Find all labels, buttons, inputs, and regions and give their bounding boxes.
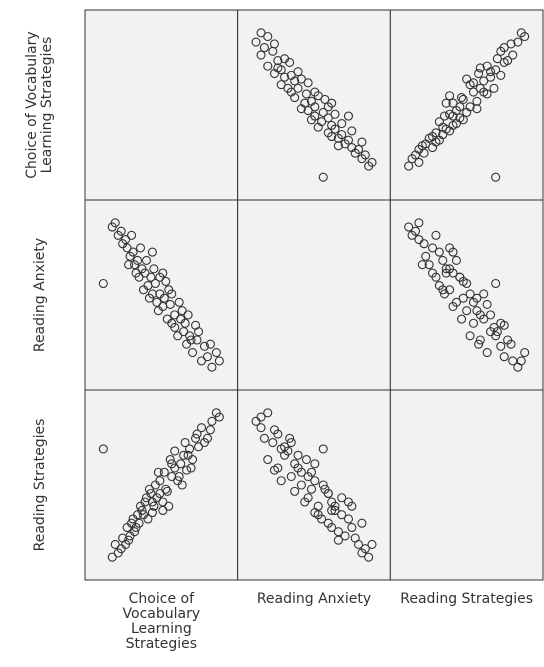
row-label: Choice of Vocabulary Learning Strategies <box>10 10 70 200</box>
column-label: Reading Anxiety <box>238 592 391 607</box>
row-label: Reading Strategies <box>10 390 70 580</box>
panel <box>238 200 391 390</box>
scatter-matrix: Choice of Vocabulary Learning Strategies… <box>0 0 544 667</box>
panel <box>390 390 543 580</box>
row-label: Reading Anxiety <box>10 200 70 390</box>
column-label: Reading Strategies <box>390 592 543 607</box>
panel <box>85 10 238 200</box>
chart <box>0 0 544 667</box>
column-label: Choice of Vocabulary Learning Strategies <box>111 592 211 652</box>
